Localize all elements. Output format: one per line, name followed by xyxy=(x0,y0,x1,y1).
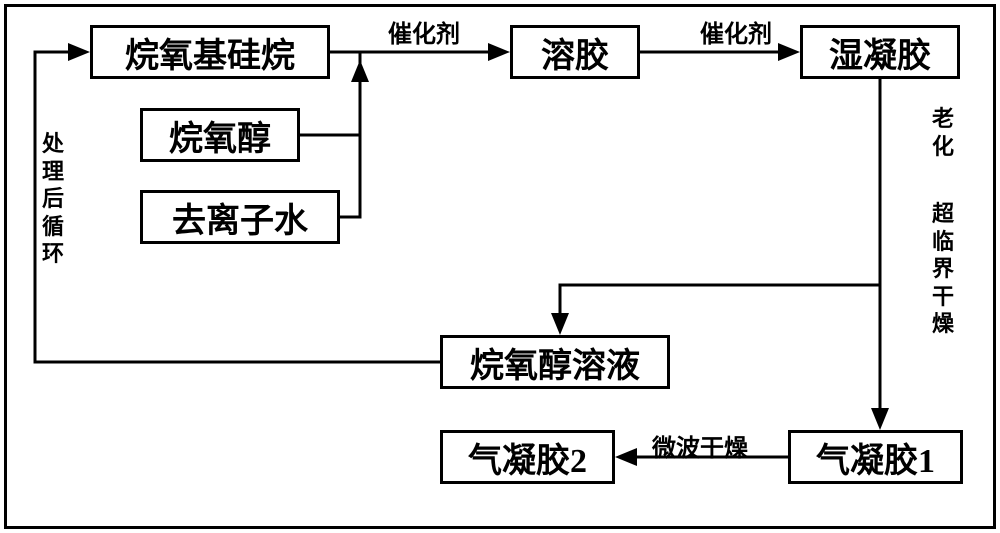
node-label: 烷氧基硅烷 xyxy=(125,28,295,77)
node-alkoxy-silane: 烷氧基硅烷 xyxy=(90,25,330,79)
node-label: 气凝胶2 xyxy=(468,433,587,482)
node-label: 去离子水 xyxy=(172,193,308,242)
label-catalyst1: 催化剂 xyxy=(388,14,460,49)
node-label: 湿凝胶 xyxy=(829,28,931,77)
node-alkoxy-alcohol: 烷氧醇 xyxy=(140,108,300,162)
node-di-water: 去离子水 xyxy=(140,190,340,244)
label-microwave: 微波干燥 xyxy=(652,428,748,463)
vlabel-supercrit: 超临界干燥 xyxy=(932,200,954,338)
node-label: 烷氧醇 xyxy=(169,111,271,160)
diagram-root: 烷氧基硅烷 烷氧醇 去离子水 溶胶 湿凝胶 烷氧醇溶液 气凝胶1 气凝胶2 催化… xyxy=(0,0,1000,533)
label-catalyst2: 催化剂 xyxy=(700,14,772,49)
node-alkoxy-solution: 烷氧醇溶液 xyxy=(440,335,670,389)
node-label: 烷氧醇溶液 xyxy=(470,338,640,387)
node-label: 气凝胶1 xyxy=(816,433,935,482)
node-aerogel2: 气凝胶2 xyxy=(440,430,615,484)
node-sol: 溶胶 xyxy=(510,25,640,79)
vlabel-recycle: 处理后循环 xyxy=(42,130,64,268)
node-aerogel1: 气凝胶1 xyxy=(788,430,963,484)
node-label: 溶胶 xyxy=(541,28,609,77)
node-wet-gel: 湿凝胶 xyxy=(800,25,960,79)
vlabel-aging: 老化 xyxy=(932,105,954,160)
